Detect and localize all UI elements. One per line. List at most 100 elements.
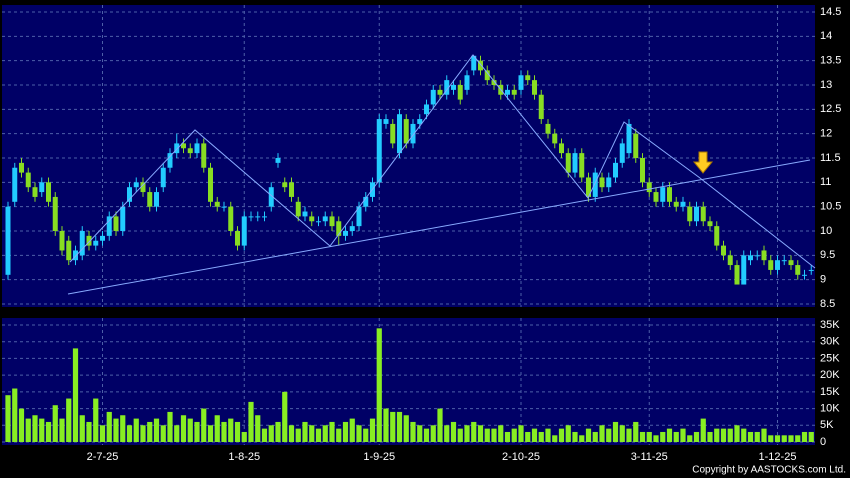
volume-bar bbox=[714, 428, 720, 442]
candle-body bbox=[464, 75, 470, 90]
volume-bar bbox=[376, 328, 382, 442]
candle-body bbox=[383, 119, 389, 124]
candle-body bbox=[25, 172, 31, 188]
volume-bar bbox=[228, 418, 234, 442]
volume-bar bbox=[599, 425, 605, 442]
volume-bar bbox=[309, 425, 315, 442]
candle-body bbox=[511, 89, 517, 95]
volume-bar bbox=[484, 428, 490, 442]
volume-bar bbox=[201, 408, 207, 442]
volume-bar bbox=[498, 425, 504, 442]
candle-body bbox=[59, 231, 65, 251]
candle-body bbox=[444, 80, 450, 95]
volume-bar bbox=[255, 415, 261, 442]
candle-body bbox=[680, 201, 686, 207]
y2-tick-label: 10K bbox=[820, 402, 840, 414]
y2-tick-label: 5K bbox=[820, 419, 834, 431]
y-tick-label: 11.5 bbox=[820, 152, 841, 164]
volume-bar bbox=[747, 431, 754, 442]
candle-body bbox=[545, 123, 551, 134]
volume-bar bbox=[322, 425, 328, 442]
candle-body bbox=[552, 133, 558, 144]
volume-bar bbox=[585, 428, 592, 442]
y-tick-label: 10.5 bbox=[820, 201, 841, 213]
volume-bar bbox=[774, 435, 781, 442]
candle-body bbox=[275, 158, 281, 163]
y-tick-label: 8.5 bbox=[820, 298, 835, 310]
candle-body bbox=[613, 162, 618, 178]
candle-body bbox=[356, 206, 362, 227]
copyright: Copyright by AASTOCKS.com Ltd. bbox=[692, 465, 846, 476]
y-tick-label: 14 bbox=[820, 30, 832, 42]
volume-bar bbox=[734, 425, 740, 442]
volume-bar bbox=[248, 401, 254, 442]
candle-body bbox=[788, 260, 794, 266]
volume-bar bbox=[45, 421, 52, 442]
candle-body bbox=[309, 216, 315, 222]
candle-body bbox=[761, 250, 767, 261]
marks bbox=[5, 55, 814, 442]
volume-bar bbox=[639, 431, 646, 442]
candle-body bbox=[660, 187, 666, 202]
volume-bar bbox=[363, 428, 369, 442]
candle-body bbox=[424, 104, 429, 115]
trendlines bbox=[67, 54, 816, 295]
volume-bar bbox=[390, 411, 396, 442]
candle-body bbox=[167, 153, 173, 168]
candle-body bbox=[208, 167, 213, 202]
candle-body bbox=[640, 158, 645, 183]
candle-body bbox=[79, 231, 85, 256]
candle-body bbox=[565, 153, 571, 173]
candle-body bbox=[268, 187, 274, 207]
candle-body bbox=[687, 206, 693, 222]
candle-body bbox=[19, 162, 24, 173]
volume-bar bbox=[700, 418, 706, 442]
candle-body bbox=[572, 153, 578, 173]
candle-body bbox=[228, 206, 234, 231]
candle-body bbox=[302, 211, 308, 217]
candle-body bbox=[484, 70, 490, 81]
volume-bar bbox=[423, 428, 430, 442]
volume-bar bbox=[572, 431, 578, 442]
volume-bar bbox=[214, 415, 220, 442]
candle-body bbox=[768, 260, 774, 270]
volume-bar bbox=[808, 431, 814, 442]
candle-body bbox=[194, 143, 200, 154]
candle-body bbox=[707, 221, 713, 227]
volume-bar bbox=[32, 415, 38, 442]
x-tick-label: 2-10-25 bbox=[502, 451, 540, 463]
volume-bar bbox=[687, 435, 693, 442]
y-tick-label: 9 bbox=[820, 274, 826, 286]
candle-body bbox=[397, 114, 402, 154]
y-tick-label: 14.5 bbox=[820, 6, 841, 18]
candle-body bbox=[741, 255, 747, 285]
volume-bar bbox=[25, 418, 31, 442]
x-tick-label: 1-8-25 bbox=[228, 451, 260, 463]
volume-bar bbox=[153, 418, 160, 442]
candle-body bbox=[133, 182, 139, 188]
candle-body bbox=[478, 60, 483, 71]
support-line bbox=[67, 159, 811, 295]
volume-bar bbox=[579, 435, 585, 442]
volume-bar bbox=[471, 421, 477, 442]
volume-bar bbox=[653, 435, 659, 442]
volume-bar bbox=[768, 435, 774, 442]
volume-bar bbox=[464, 425, 470, 442]
candle-body bbox=[12, 167, 18, 202]
candle-body bbox=[349, 226, 355, 231]
candle-body bbox=[154, 192, 159, 207]
volume-bar bbox=[39, 418, 45, 442]
y-tick-label: 12.5 bbox=[820, 103, 841, 115]
candle-body bbox=[748, 255, 753, 261]
candle-body bbox=[106, 216, 112, 236]
volume-bar bbox=[302, 421, 308, 442]
candle-body bbox=[781, 260, 787, 262]
volume-bar bbox=[133, 418, 139, 442]
volume-bar bbox=[275, 421, 281, 442]
candle-body bbox=[248, 216, 254, 218]
candle-body bbox=[518, 75, 524, 90]
volume-bar bbox=[430, 425, 436, 442]
candle-body bbox=[646, 182, 652, 193]
candle-body bbox=[579, 153, 585, 178]
volume-bar bbox=[66, 398, 72, 442]
